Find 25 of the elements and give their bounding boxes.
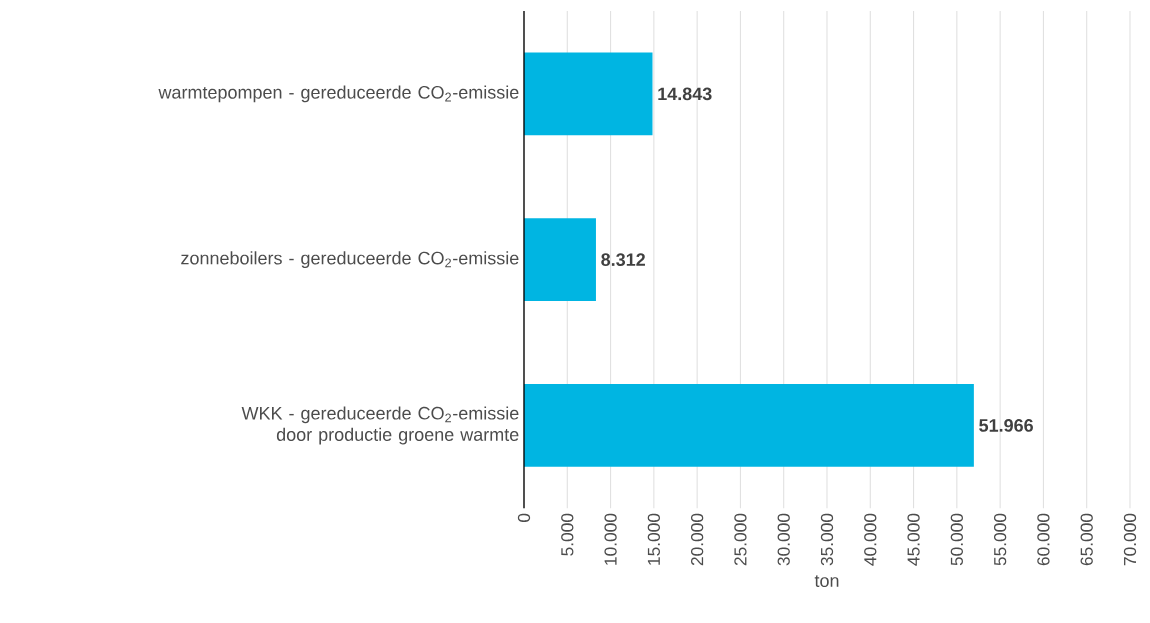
x-tick-label: 15.000	[647, 513, 660, 565]
data-label: 8.312	[601, 253, 645, 267]
x-tick-label: 25.000	[734, 513, 747, 566]
bar	[524, 218, 596, 301]
y-tick-label: zonneboilers - gereduceerde CO$_{2}$-emissie	[181, 251, 519, 269]
x-tick-label: 50.000	[950, 513, 963, 566]
x-tick-label: 30.000	[777, 513, 790, 566]
x-tick-label: 55.000	[993, 513, 1007, 566]
x-tick-label: 20.000	[691, 513, 704, 566]
y-tick-label: warmtepompen - gereduceerde CO$_{2}$-emissie	[158, 85, 519, 103]
y-tick-label: WKK - gereduceerde CO$_{2}$-emissie door productie groene warmte	[241, 406, 519, 445]
data-label: 51.966	[979, 419, 1033, 432]
x-tick-label: 10.000	[604, 513, 617, 565]
x-tick-label: 0	[517, 513, 531, 523]
x-axis-title: ton	[814, 575, 839, 588]
x-tick-label: 45.000	[907, 513, 920, 566]
bar	[524, 384, 974, 467]
x-tick-label: 70.000	[1123, 513, 1137, 566]
x-tick-label: 35.000	[820, 513, 834, 566]
bar	[524, 52, 653, 136]
x-tick-label: 40.000	[864, 513, 877, 566]
data-label: 14.843	[658, 87, 712, 101]
x-tick-label: 5.000	[561, 513, 574, 556]
x-tick-label: 60.000	[1037, 513, 1050, 566]
x-tick-label: 65.000	[1080, 513, 1093, 566]
